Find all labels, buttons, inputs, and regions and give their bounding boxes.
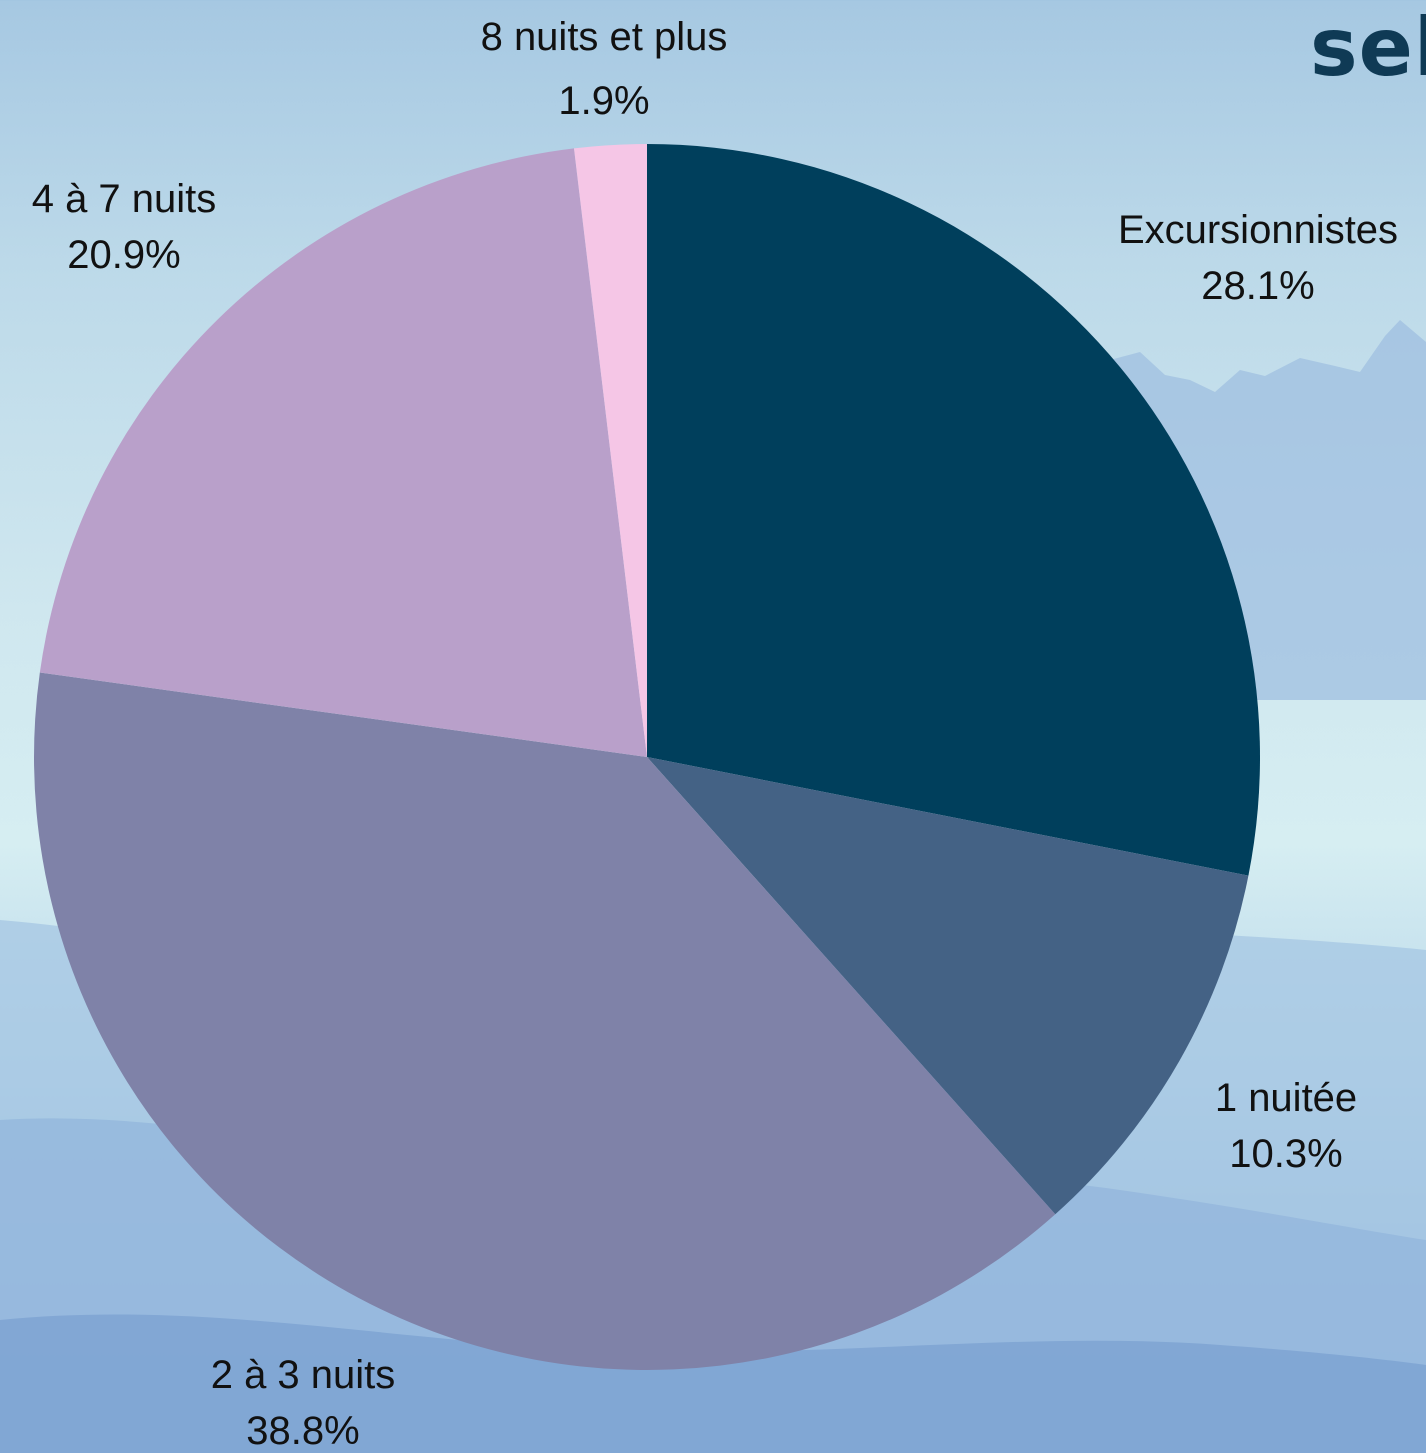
slice-value-label-4: 20.9% [67, 233, 180, 277]
brand-logo: sel [1310, 1, 1426, 94]
slice-label-5: 8 nuits et plus [481, 15, 728, 59]
pie-slice-2 [647, 757, 1249, 1215]
slice-label-1: Excursionnistes [1118, 208, 1398, 252]
pie-slice-3 [34, 672, 1056, 1371]
slice-value-label-5: 1.9% [558, 79, 649, 123]
slice-label-2: 1 nuitée [1215, 1076, 1357, 1120]
pie-slice-4 [39, 148, 648, 758]
slice-value-label-3: 38.8% [246, 1409, 359, 1453]
slice-label-3: 2 à 3 nuits [211, 1353, 396, 1397]
pie-slice-1 [647, 144, 1261, 876]
slice-value-label-1: 28.1% [1201, 264, 1314, 308]
pie-slice-5 [573, 144, 647, 757]
hills-near [0, 1314, 1426, 1453]
pie-labels: Excursionnistes 28.1% 1 nuitée 10.3% 2 à 3 n… [32, 15, 1398, 1453]
pie-slices [34, 144, 1261, 1371]
slice-label-4: 4 à 7 nuits [32, 177, 217, 221]
slice-value-label-2: 10.3% [1229, 1132, 1342, 1176]
